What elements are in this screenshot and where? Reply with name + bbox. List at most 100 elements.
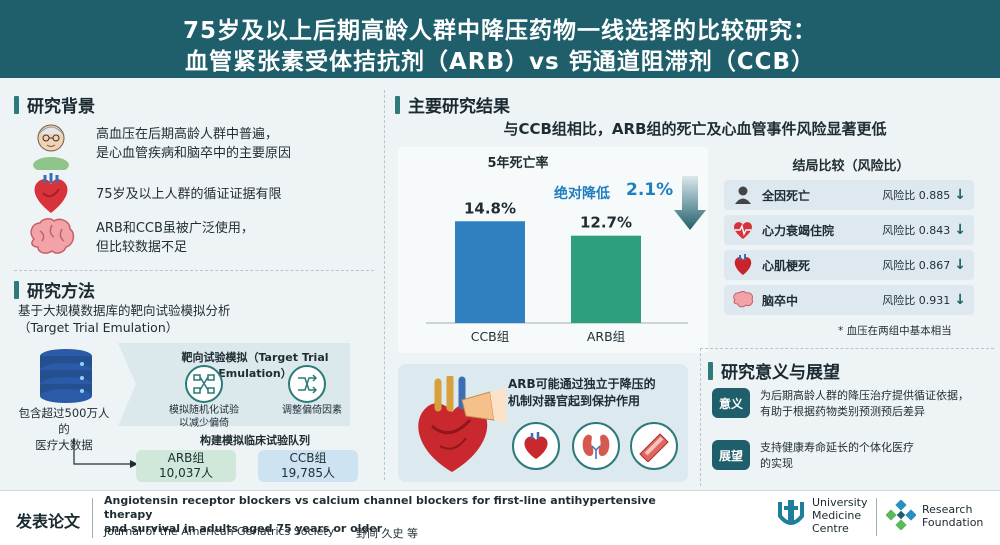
mortality-bar-chart: 14.8% CCB组 12.7% ARB组 xyxy=(426,199,688,344)
rf-line: Foundation xyxy=(922,516,984,529)
hr-row-all-cause-death: 全因死亡 风险比 0.885 ↓ xyxy=(724,180,974,210)
hr-label: 脑卒中 xyxy=(762,293,799,308)
absolute-reduction-value: 2.1% xyxy=(626,180,674,200)
publication-title-line2: and survival in adults aged 75 years or … xyxy=(104,522,383,535)
hr-value: 风险比 0.867 xyxy=(882,259,951,272)
background-text: 高血压在后期高龄人群中普遍， xyxy=(96,127,279,142)
page-title-line2: 血管紧张素受体拮抗剂（ARB）vs 钙通道阻滞剂（CCB） xyxy=(184,49,816,75)
heart-pulse-icon xyxy=(730,217,756,243)
significance-line: 有助于根据药物类别预测预后差异 xyxy=(760,405,925,418)
column-divider xyxy=(700,348,701,486)
background-item-data-gap: ARB和CCB虽被广泛使用， 但比较数据不足 xyxy=(22,212,254,264)
bar-arb xyxy=(571,235,641,323)
hr-title: 结局比较（风险比） xyxy=(792,159,910,174)
page-title-line1: 75岁及以上后期高龄人群中降压药物一线选择的比较研究： xyxy=(182,18,817,44)
rf-logo-text: Research Foundation xyxy=(922,503,983,529)
hr-value: 风险比 0.931 xyxy=(882,294,951,307)
significance-text: 为后期高龄人群的降压治疗提供循证依据， 有助于根据药物类别预测预后差异 xyxy=(760,388,985,420)
bar-value-label: 14.8% xyxy=(464,199,516,217)
significance-line: 为后期高龄人群的降压治疗提供循证依据， xyxy=(760,389,969,402)
background-item-prevalence: 高血压在后期高龄人群中普遍， 是心血管疾病和脑卒中的主要原因 xyxy=(22,118,291,170)
bar-category-label: CCB组 xyxy=(471,329,510,344)
adjust-bias-icon xyxy=(288,365,326,403)
down-arrow-icon: ↓ xyxy=(954,257,966,273)
university-medicine-centre-logo xyxy=(778,500,804,536)
logo-separator xyxy=(876,498,877,536)
elderly-person-icon xyxy=(22,118,80,170)
kidney-icon xyxy=(572,422,620,470)
methods-desc-line2: （Target Trial Emulation） xyxy=(18,320,179,335)
arb-cohort-box: ARB组 10,037人 xyxy=(136,450,236,482)
research-foundation-logo xyxy=(885,499,917,534)
hr-label: 心肌梗死 xyxy=(762,258,811,273)
umc-line: University xyxy=(812,496,868,509)
section-marker xyxy=(14,95,19,114)
ccb-cohort-name: CCB组 xyxy=(289,451,327,465)
step1-line2: 以减少偏倚 xyxy=(179,418,229,429)
results-subtitle: 与CCB组相比，ARB组的死亡及心血管事件风险显著更低 xyxy=(503,120,887,138)
section-divider xyxy=(14,270,374,271)
hr-label: 全因死亡 xyxy=(762,188,811,203)
background-title-text: 研究背景 xyxy=(27,97,95,117)
db-label-line1: 包含超过500万人的 xyxy=(18,406,110,436)
outlook-text: 支持健康寿命延长的个体化医疗 的实现 xyxy=(760,440,985,472)
arb-cohort-name: ARB组 xyxy=(167,451,205,465)
method-arrow-shape xyxy=(118,343,350,426)
ccb-cohort-box: CCB组 19,785人 xyxy=(258,450,358,482)
section-marker xyxy=(395,95,400,114)
bar-category-label: ARB组 xyxy=(587,329,625,344)
outlook-line: 支持健康寿命延长的个体化医疗 xyxy=(760,441,914,454)
background-text: ARB和CCB虽被广泛使用， xyxy=(96,221,254,236)
chart-title: 5年死亡率 xyxy=(487,156,549,171)
hr-footnote: * 血压在两组中基本相当 xyxy=(838,325,952,337)
section-marker xyxy=(14,280,19,299)
background-section-title: 研究背景 xyxy=(14,92,95,117)
cohort-connector-arrow xyxy=(73,438,138,468)
significance-section-title: 研究意义与展望 xyxy=(708,358,840,383)
footer-separator xyxy=(92,498,93,538)
outlook-badge: 展望 xyxy=(712,440,750,470)
publication-journal: Journal of the American Geriatrics Socie… xyxy=(104,525,335,538)
hr-row-heart-failure: 心力衰竭住院 风险比 0.843 ↓ xyxy=(724,215,974,245)
section-marker xyxy=(708,361,713,380)
bar-ccb xyxy=(455,221,525,323)
mortality-chart-panel xyxy=(398,147,708,353)
umc-logo-text: University Medicine Centre xyxy=(812,496,868,535)
background-item-evidence: 75岁及以上人群的循证证据有限 xyxy=(22,168,282,220)
hr-row-myocardial-infarction: 心肌梗死 风险比 0.867 ↓ xyxy=(724,250,974,280)
umc-line: Centre xyxy=(812,522,849,535)
absolute-reduction-label: 绝对降低 xyxy=(554,186,610,202)
medicine-pill-icon xyxy=(460,386,508,430)
hr-value: 风险比 0.843 xyxy=(882,224,951,237)
significance-badge: 意义 xyxy=(712,388,750,418)
brain-icon xyxy=(22,212,80,264)
heart-organ-icon xyxy=(512,422,560,470)
footer xyxy=(0,490,1000,545)
arb-cohort-size: 10,037人 xyxy=(159,466,213,480)
background-text: 是心血管疾病和脑卒中的主要原因 xyxy=(96,146,292,161)
header-banner: 75岁及以上后期高龄人群中降压药物一线选择的比较研究： 血管紧张素受体拮抗剂（A… xyxy=(0,0,1000,78)
publication-title-line1: Angiotensin receptor blockers vs calcium… xyxy=(104,494,656,521)
heart-icon xyxy=(22,168,80,220)
outlook-line: 的实现 xyxy=(760,457,793,470)
mechanism-line2: 机制对器官起到保护作用 xyxy=(508,394,641,408)
methods-description: 基于大规模数据库的靶向试验模拟分析 （Target Trial Emulatio… xyxy=(18,302,231,336)
step2-caption: 调整偏倚因素 xyxy=(282,405,342,416)
down-arrow-icon: ↓ xyxy=(954,187,966,203)
hr-value: 风险比 0.885 xyxy=(882,189,951,202)
results-section-title: 主要研究结果 xyxy=(395,92,510,117)
down-arrow-icon: ↓ xyxy=(954,222,966,238)
down-arrow-icon xyxy=(674,176,706,230)
person-icon xyxy=(730,182,756,208)
publication-authors: 野间 久史 等 xyxy=(356,527,418,540)
results-title-text: 主要研究结果 xyxy=(408,97,510,117)
methods-section-title: 研究方法 xyxy=(14,277,95,302)
bar-value-label: 12.7% xyxy=(580,214,632,232)
heart-icon xyxy=(730,252,756,278)
step1-line1: 模拟随机化试验 xyxy=(169,405,239,416)
tte-panel-title: 靶向试验模拟（Target Trial Emulation） xyxy=(181,351,329,380)
outlook-item: 展望 支持健康寿命延长的个体化医疗 的实现 xyxy=(712,440,985,472)
step1-caption: 模拟随机化试验 以减少偏倚 xyxy=(150,404,258,430)
db-label-line2: 医疗大数据 xyxy=(35,438,93,452)
blood-vessel-icon xyxy=(630,422,678,470)
